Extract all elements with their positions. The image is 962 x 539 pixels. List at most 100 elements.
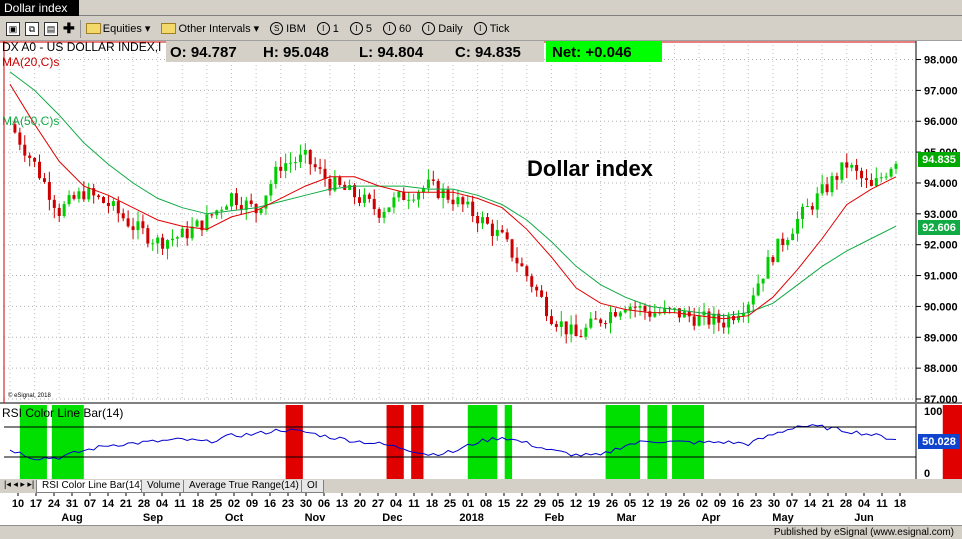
- tab-oi[interactable]: OI: [301, 480, 324, 493]
- candle-body: [136, 221, 140, 231]
- date-month-label: Apr: [702, 512, 722, 524]
- save-icon[interactable]: ▤: [44, 21, 58, 36]
- candle-body: [254, 203, 258, 214]
- candle-body: [648, 311, 652, 317]
- date-day-label: 28: [138, 498, 150, 510]
- rsi-oversold-band: [647, 405, 668, 479]
- candle-body: [170, 238, 174, 241]
- candle-body: [421, 188, 425, 193]
- folder-icon: [161, 23, 177, 34]
- candle-body: [599, 319, 603, 324]
- candle-body: [515, 257, 519, 264]
- date-day-label: 07: [84, 498, 96, 510]
- candle-body: [771, 256, 775, 263]
- date-day-label: 08: [480, 498, 492, 510]
- low-value: L: 94.804: [359, 44, 424, 61]
- candle-body: [274, 166, 278, 184]
- tab-average-true-range[interactable]: Average True Range(14): [183, 480, 305, 493]
- interval-60-button[interactable]: I 60: [382, 22, 411, 35]
- other-intervals-dropdown[interactable]: Other Intervals ▾: [161, 22, 259, 35]
- candle-body: [840, 162, 844, 180]
- date-day-label: 01: [462, 498, 474, 510]
- candle-body: [57, 207, 61, 217]
- date-day-label: 11: [174, 498, 186, 510]
- candle-body: [92, 188, 96, 196]
- symbol-ibm-button[interactable]: S IBM: [270, 22, 306, 35]
- candle-body: [476, 216, 480, 224]
- chart-area[interactable]: 98.00097.00096.00095.00094.00093.00092.0…: [0, 41, 962, 479]
- candle-body: [298, 154, 302, 163]
- interval-icon: I: [349, 22, 363, 35]
- title-bar: Dollar index: [0, 0, 962, 16]
- price-tick-label: 93.000: [924, 209, 958, 221]
- candle-body: [102, 197, 106, 203]
- rsi-tick-label: 100: [924, 406, 942, 418]
- ma50-label: MA(50,C)s: [2, 114, 59, 128]
- candle-body: [417, 192, 421, 200]
- copy-icon[interactable]: ⧉: [25, 21, 39, 36]
- candle-body: [682, 311, 686, 318]
- date-day-label: 26: [678, 498, 690, 510]
- candle-body: [279, 166, 283, 171]
- candle-body: [126, 218, 130, 227]
- rsi-line: [9, 424, 897, 461]
- open-value: O: 94.787: [170, 44, 237, 61]
- date-axis-background: [0, 493, 962, 525]
- candle-body: [62, 204, 66, 217]
- add-icon[interactable]: ✚: [63, 20, 75, 36]
- link-icon[interactable]: ▣: [6, 21, 20, 36]
- candle-body: [618, 312, 622, 317]
- scroll-left-icon[interactable]: |◂ ◂ ▸ ▸|: [4, 479, 35, 489]
- tab-rsi-color-line-bar[interactable]: RSI Color Line Bar(14): [36, 480, 150, 493]
- close-value: C: 94.835: [455, 44, 521, 61]
- date-day-label: 30: [768, 498, 780, 510]
- candle-body: [530, 276, 534, 287]
- interval-daily-button[interactable]: I Daily: [422, 22, 463, 35]
- ma50-line: [9, 71, 897, 317]
- candle-body: [72, 195, 76, 199]
- price-tick-label: 97.000: [924, 85, 958, 97]
- candle-body: [589, 318, 593, 328]
- candle-body: [308, 149, 312, 165]
- toolbar-divider: [79, 19, 81, 38]
- date-axis: 10 17 24 31 07 14 21 28 04 11 18 25 02 09 16 23 30 06 13 20…: [0, 493, 962, 525]
- candle-body: [372, 198, 376, 210]
- candle-body: [289, 162, 293, 164]
- candle-body: [525, 266, 529, 277]
- interval-tick-button[interactable]: I Tick: [473, 22, 509, 35]
- price-candles: [13, 118, 898, 344]
- candle-body: [864, 178, 868, 180]
- rsi-oversold-band: [51, 405, 84, 479]
- ibm-label: IBM: [286, 22, 306, 35]
- rsi-oversold-band: [504, 405, 513, 479]
- interval-icon: I: [316, 22, 330, 35]
- candle-body: [510, 239, 514, 258]
- price-tick-label: 98.000: [924, 55, 958, 67]
- candle-body: [461, 197, 465, 205]
- candle-body: [220, 209, 224, 211]
- candle-body: [815, 193, 819, 210]
- rsi-overbought-band: [285, 405, 303, 479]
- candle-body: [180, 228, 184, 238]
- date-day-labels: 10 17 24 31 07 14 21 28 04 11 18 25 02 09 16 23 30 06 13 20…: [12, 493, 906, 510]
- tab-volume[interactable]: Volume: [141, 480, 187, 493]
- candle-body: [362, 194, 366, 203]
- date-month-labels: Aug Sep Oct Nov Dec 2018 Feb Mar Apr May Jun: [61, 512, 874, 524]
- window-title[interactable]: Dollar index: [0, 0, 80, 16]
- date-month-label: Nov: [305, 512, 327, 524]
- equities-dropdown[interactable]: Equities ▾: [85, 22, 150, 35]
- candle-body: [860, 170, 864, 179]
- candle-body: [451, 199, 455, 205]
- candle-body: [712, 313, 716, 325]
- date-day-label: 02: [696, 498, 708, 510]
- candle-body: [156, 237, 160, 244]
- date-day-label: 12: [642, 498, 654, 510]
- candle-body: [805, 206, 809, 208]
- candle-body: [318, 167, 322, 169]
- candle-body: [874, 178, 878, 186]
- candle-body: [33, 157, 37, 162]
- candle-body: [559, 321, 563, 327]
- candle-body: [746, 304, 750, 313]
